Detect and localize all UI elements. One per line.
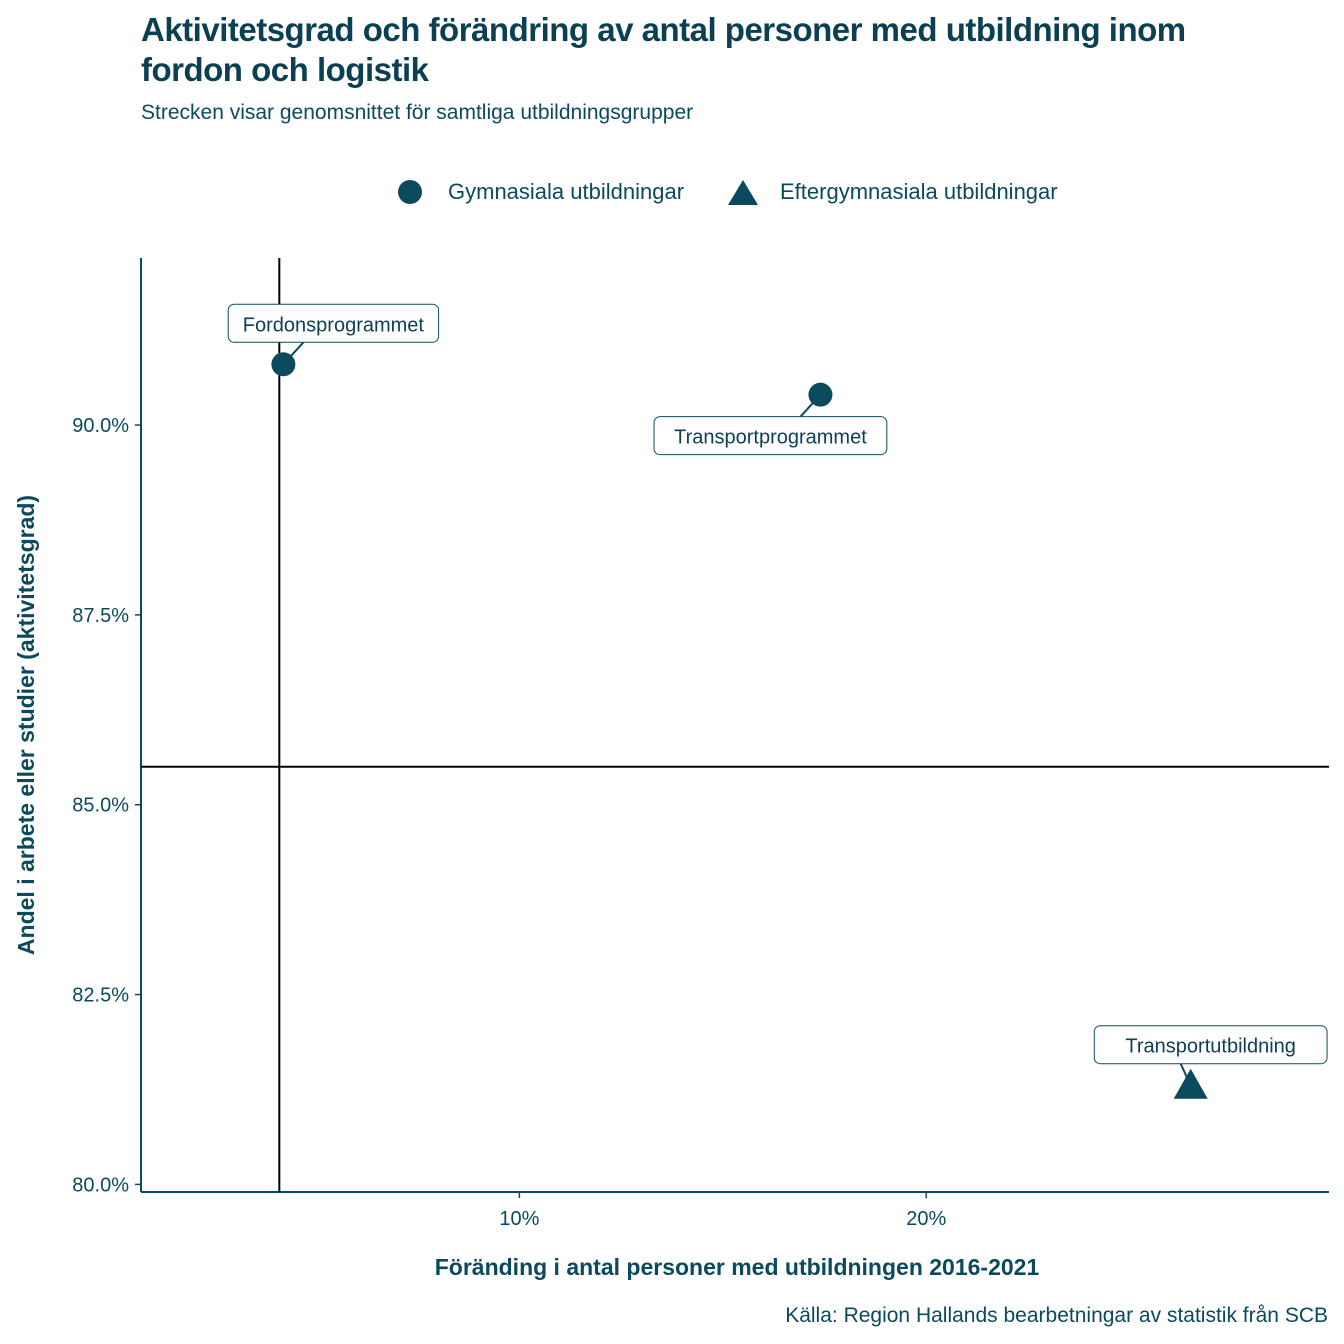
chart-title: Aktivitetsgrad och förändring av antal p… xyxy=(141,11,1186,88)
source-note: Källa: Region Hallands bearbetningar av … xyxy=(785,1304,1328,1327)
legend-label-gymnasiala: Gymnasiala utbildningar xyxy=(448,179,685,204)
y-axis-title: Andel i arbete eller studier (aktivitets… xyxy=(13,495,39,955)
triangle-icon xyxy=(728,180,758,205)
point-label: Fordonsprogrammet xyxy=(243,314,425,336)
y-tick-label: 85.0% xyxy=(72,795,129,817)
legend-item-gymnasiala: Gymnasiala utbildningar xyxy=(396,170,684,214)
point-label-box xyxy=(1093,1025,1328,1065)
point-label-box xyxy=(227,303,440,343)
y-tick-label: 87.5% xyxy=(72,605,129,627)
chart-subtitle: Strecken visar genomsnittet för samtliga… xyxy=(141,101,694,124)
y-tick-label: 80.0% xyxy=(72,1174,129,1196)
legend-item-eftergymnasiala: Eftergymnasiala utbildningar xyxy=(726,170,1058,214)
y-tick-label: 90.0% xyxy=(72,415,129,437)
x-axis-title: Föränding i antal personer med utbildnin… xyxy=(435,1254,1040,1280)
x-tick-label: 10% xyxy=(499,1208,539,1230)
data-point-circle xyxy=(271,352,296,377)
data-point-circle xyxy=(808,382,833,407)
point-label: Transportutbildning xyxy=(1125,1036,1295,1058)
y-tick-label: 82.5% xyxy=(72,985,129,1007)
point-label-box xyxy=(653,416,888,456)
point-label: Transportprogrammet xyxy=(674,427,867,449)
data-point-triangle xyxy=(1173,1068,1208,1099)
legend: Gymnasiala utbildningar Eftergymnasiala … xyxy=(0,170,1344,214)
legend-label-eftergymnasiala: Eftergymnasiala utbildningar xyxy=(780,179,1058,204)
x-tick-label: 20% xyxy=(906,1208,946,1230)
circle-icon xyxy=(398,180,422,204)
